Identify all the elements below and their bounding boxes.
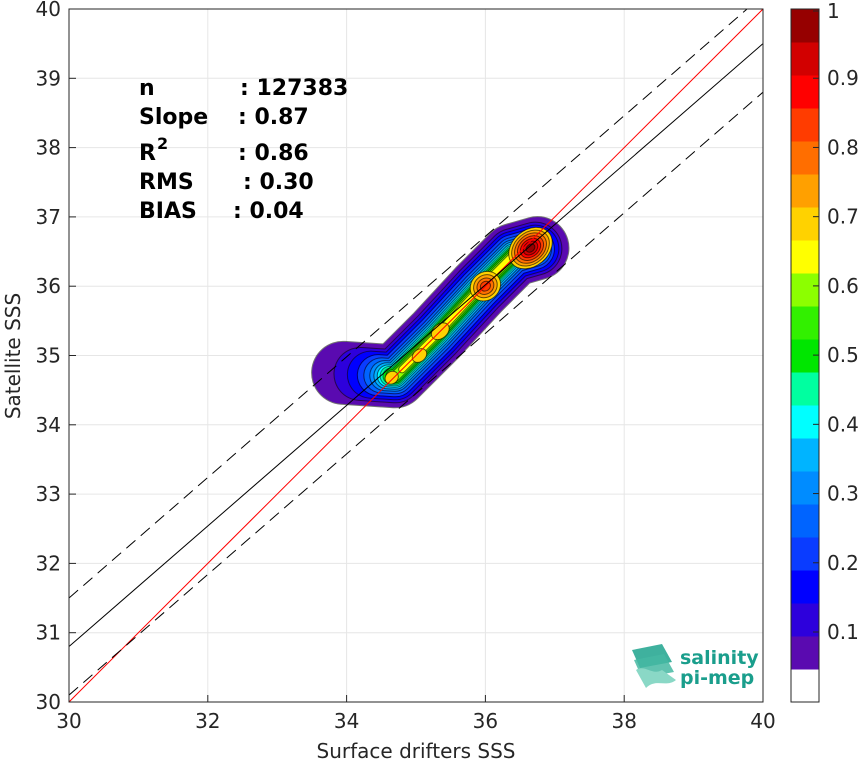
stat-value: : 0.87 <box>238 105 309 130</box>
salinity-pi-mep-logo: salinity pi-mep <box>632 644 759 689</box>
stat-label: BIAS <box>139 199 197 224</box>
y-tick-label: 37 <box>36 205 61 229</box>
colorbar-segment <box>791 669 819 703</box>
colorbar-segment <box>791 504 819 538</box>
x-axis-label: Surface drifters SSS <box>317 739 516 763</box>
colorbar-segment <box>791 174 819 208</box>
colorbar-tick-label: 0.6 <box>827 274 858 298</box>
colorbar-segment <box>791 405 819 439</box>
colorbar-tick-label: 0.5 <box>827 343 858 367</box>
reference-lines <box>69 9 763 702</box>
colorbar-tick-label: 0.7 <box>827 205 858 229</box>
x-tick-label: 30 <box>56 709 81 733</box>
colorbar-segment <box>791 75 819 109</box>
colorbar-segment <box>791 636 819 670</box>
stat-value: : 0.30 <box>243 170 314 195</box>
y-tick-label: 32 <box>36 551 61 575</box>
y-tick-label: 35 <box>36 344 61 368</box>
colorbar-tick-label: 0.4 <box>827 412 858 436</box>
y-tick-label: 31 <box>36 621 61 645</box>
stat-label: R <box>139 141 156 166</box>
colorbar-segment <box>791 438 819 472</box>
stat-label: Slope <box>139 105 208 130</box>
y-tick-label: 39 <box>36 66 61 90</box>
colorbar-tick-label: 0.8 <box>827 135 858 159</box>
stat-label: n <box>139 76 155 101</box>
x-axis: 30 32 34 36 38 40 <box>56 695 776 733</box>
x-tick-label: 38 <box>611 709 636 733</box>
density-peak <box>525 243 536 253</box>
colorbar-tick-label: 0.1 <box>827 620 858 644</box>
y-tick-label: 36 <box>36 274 61 298</box>
colorbar: 0.1 0.2 0.3 0.4 0.5 0.6 0.7 0.8 0.9 1 <box>790 0 858 703</box>
y-axis-label: Satellite SSS <box>1 293 25 419</box>
colorbar-tick-label: 1 <box>827 0 840 23</box>
colorbar-segment <box>791 339 819 373</box>
colorbar-tick-label: 0.2 <box>827 551 858 575</box>
stat-label-superscript: 2 <box>157 134 168 153</box>
colorbar-segment <box>791 603 819 637</box>
y-tick-label: 33 <box>36 482 61 506</box>
colorbar-segment <box>791 240 819 274</box>
y-tick-label: 40 <box>36 0 61 21</box>
regression-line <box>69 43 763 647</box>
colorbar-tick-label: 0.3 <box>827 482 858 506</box>
logo-text-salinity: salinity <box>680 647 759 669</box>
wave-logo-icon <box>632 644 676 688</box>
stat-value: : 127383 <box>240 76 348 101</box>
colorbar-segment <box>791 537 819 571</box>
colorbar-segment <box>791 108 819 142</box>
x-tick-label: 36 <box>473 709 498 733</box>
colorbar-segment <box>791 273 819 307</box>
x-tick-label: 40 <box>750 709 775 733</box>
x-tick-label: 32 <box>195 709 220 733</box>
stat-value: : 0.86 <box>238 141 309 166</box>
stat-value: : 0.04 <box>233 199 304 224</box>
colorbar-segment <box>791 207 819 241</box>
upper-bound-line <box>69 9 748 599</box>
density-peak <box>384 370 399 385</box>
y-tick-label: 34 <box>36 413 61 437</box>
logo-text-pi-mep: pi-mep <box>680 667 754 689</box>
colorbar-segment <box>791 141 819 175</box>
colorbar-segment <box>791 42 819 76</box>
density-peak <box>411 348 428 363</box>
colorbar-segment <box>791 306 819 340</box>
identity-line <box>69 9 763 702</box>
colorbar-segment <box>791 570 819 604</box>
colorbar-segment <box>791 9 819 43</box>
y-axis: 30 31 32 33 34 35 36 37 38 39 40 <box>36 0 76 714</box>
colorbar-segment <box>791 372 819 406</box>
y-tick-label: 30 <box>36 690 61 714</box>
stat-label: RMS <box>139 170 194 195</box>
lower-bound-line <box>69 91 763 696</box>
grid-lines <box>68 8 764 703</box>
colorbar-segment <box>791 471 819 505</box>
statistics-panel: n : 127383 Slope : 0.87 R 2 : 0.86 RMS : 0.30 BIA… <box>139 76 348 224</box>
colorbar-tick-label: 0.9 <box>827 66 858 90</box>
y-tick-label: 38 <box>36 136 61 160</box>
x-tick-label: 34 <box>334 709 359 733</box>
